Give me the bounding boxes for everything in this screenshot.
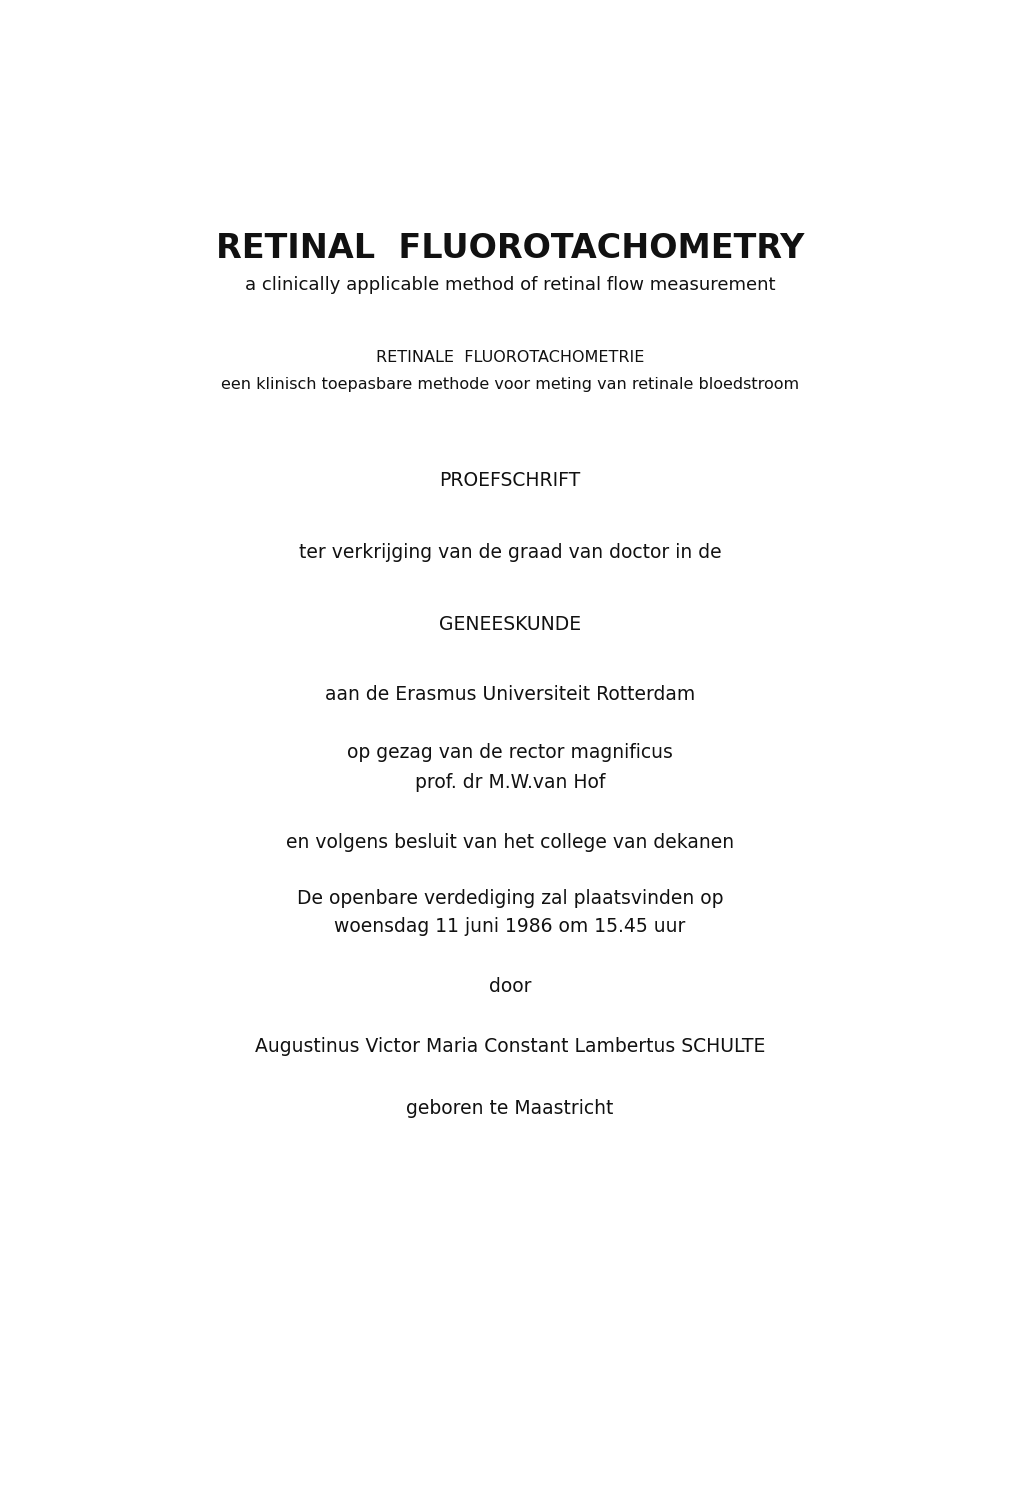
Text: RETINALE  FLUOROTACHOMETRIE: RETINALE FLUOROTACHOMETRIE — [375, 350, 644, 365]
Text: woensdag 11 juni 1986 om 15.45 uur: woensdag 11 juni 1986 om 15.45 uur — [334, 916, 685, 936]
Text: GENEESKUNDE: GENEESKUNDE — [438, 614, 581, 633]
Text: door: door — [488, 976, 531, 996]
Text: ter verkrijging van de graad van doctor in de: ter verkrijging van de graad van doctor … — [299, 543, 720, 563]
Text: aan de Erasmus Universiteit Rotterdam: aan de Erasmus Universiteit Rotterdam — [325, 686, 694, 705]
Text: a clinically applicable method of retinal flow measurement: a clinically applicable method of retina… — [245, 275, 774, 293]
Text: een klinisch toepasbare methode voor meting van retinale bloedstroom: een klinisch toepasbare methode voor met… — [221, 377, 798, 392]
Text: RETINAL  FLUOROTACHOMETRY: RETINAL FLUOROTACHOMETRY — [216, 232, 803, 265]
Text: PROEFSCHRIFT: PROEFSCHRIFT — [439, 470, 580, 490]
Text: Augustinus Victor Maria Constant Lambertus SCHULTE: Augustinus Victor Maria Constant Lambert… — [255, 1036, 764, 1055]
Text: geboren te Maastricht: geboren te Maastricht — [406, 1099, 613, 1117]
Text: op gezag van de rector magnificus: op gezag van de rector magnificus — [346, 744, 673, 762]
Text: De openbare verdediging zal plaatsvinden op: De openbare verdediging zal plaatsvinden… — [297, 889, 722, 907]
Text: en volgens besluit van het college van dekanen: en volgens besluit van het college van d… — [285, 834, 734, 852]
Text: prof. dr M.W.van Hof: prof. dr M.W.van Hof — [415, 772, 604, 792]
